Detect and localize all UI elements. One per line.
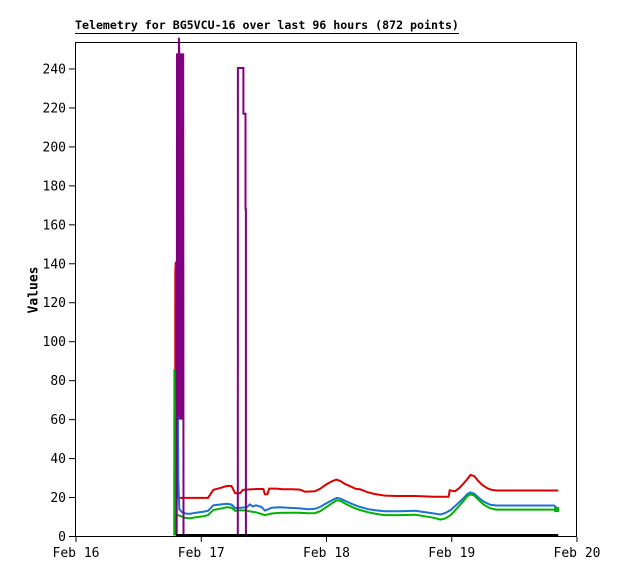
x-tick-label: Feb 18 <box>303 546 350 561</box>
series-purple <box>236 67 247 536</box>
series-green-end-marker <box>554 507 560 513</box>
x-tick-label: Feb 17 <box>178 546 225 561</box>
y-tick-label: 100 <box>43 335 66 350</box>
y-tick-label: 140 <box>43 257 66 272</box>
series-red <box>174 261 559 536</box>
x-tick-label: Feb 19 <box>428 546 475 561</box>
y-tick-label: 120 <box>43 296 66 311</box>
y-tick-label: 220 <box>43 101 66 116</box>
chart-title: Telemetry for BG5VCU-16 over last 96 hou… <box>75 18 459 34</box>
y-tick-label: 0 <box>58 530 66 545</box>
y-tick-label: 60 <box>50 413 66 428</box>
y-tick-label: 180 <box>43 179 66 194</box>
y-tick-label: 160 <box>43 218 66 233</box>
x-tick-label: Feb 16 <box>53 546 100 561</box>
y-tick-label: 80 <box>50 374 66 389</box>
y-tick-label: 200 <box>43 140 66 155</box>
x-tick-label: Feb 20 <box>554 546 601 561</box>
plot-border <box>75 42 577 537</box>
series-blue <box>173 341 558 536</box>
series-purple <box>175 37 185 536</box>
y-tick-label: 40 <box>50 452 66 467</box>
y-tick-label: 20 <box>50 491 66 506</box>
y-tick-label: 240 <box>43 62 66 77</box>
series-green <box>173 368 557 536</box>
